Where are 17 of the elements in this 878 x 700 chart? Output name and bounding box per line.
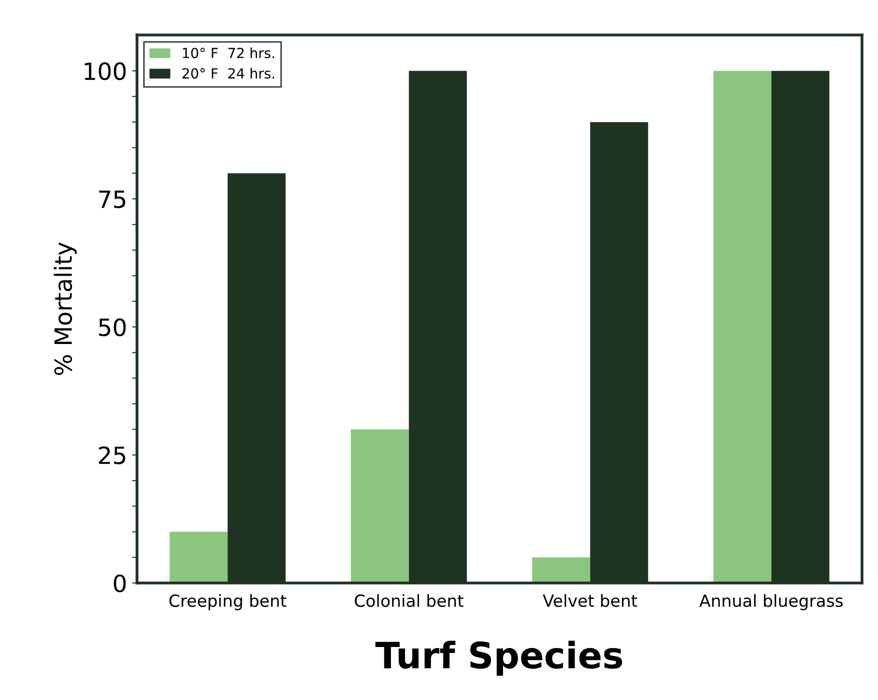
bar (713, 70, 772, 583)
y-tick-label: 25 (98, 446, 126, 464)
x-axis-title: Turf Species (375, 640, 622, 676)
y-tick-label: 50 (99, 318, 126, 336)
x-tick-label: Colonial bent (354, 594, 464, 608)
bar (350, 429, 409, 583)
y-tick-label: 100 (84, 62, 126, 80)
y-tick-label: 0 (114, 574, 126, 592)
x-tick-label: Velvet bent (542, 594, 638, 608)
y-tick-label: 75 (99, 190, 126, 208)
x-tick-label: Annual bluegrass (699, 594, 843, 610)
y-axis-title: % Mortality (54, 242, 77, 375)
legend-label: 10° F 72 hrs. (182, 48, 274, 58)
bar (532, 557, 590, 583)
bar (170, 532, 228, 583)
legend-label: 20° F 24 hrs. (182, 68, 274, 79)
x-tick-label: Creeping bent (169, 594, 286, 610)
